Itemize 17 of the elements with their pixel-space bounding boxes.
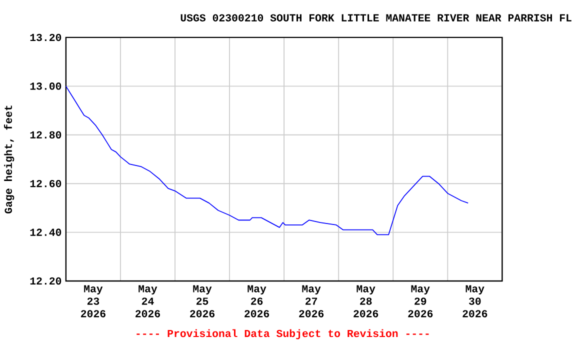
x-tick-label: May 24 2026	[136, 285, 160, 318]
x-tick-label: May 30 2026	[462, 285, 488, 318]
y-tick-label: 13.20	[30, 34, 62, 42]
x-tick-label: May 25 2026	[190, 285, 215, 318]
x-tick-label: May 23 2026	[80, 285, 106, 318]
y-tick-label: 13.00	[30, 82, 62, 90]
x-tick-label: May 28 2026	[354, 285, 378, 318]
x-tick-label: May 26 2026	[244, 285, 270, 318]
chart-title: USGS 02300210 SOUTH FORK LITTLE MANATEE RIVER NEAR PARRISH FL	[180, 14, 572, 22]
y-tick-label: 12.20	[30, 277, 62, 285]
y-tick-label: 12.40	[30, 228, 62, 236]
text: ---- Provisional Data Subject to Revision ----	[136, 329, 429, 340]
x-tick-label: May 27 2026	[299, 285, 324, 318]
y-axis-title: Gage height, feet	[4, 106, 14, 214]
x-tick-label: May 29 2026	[408, 285, 433, 318]
y-tick-label: 12.80	[30, 131, 62, 138]
y-tick-label: 12.60	[30, 180, 62, 188]
